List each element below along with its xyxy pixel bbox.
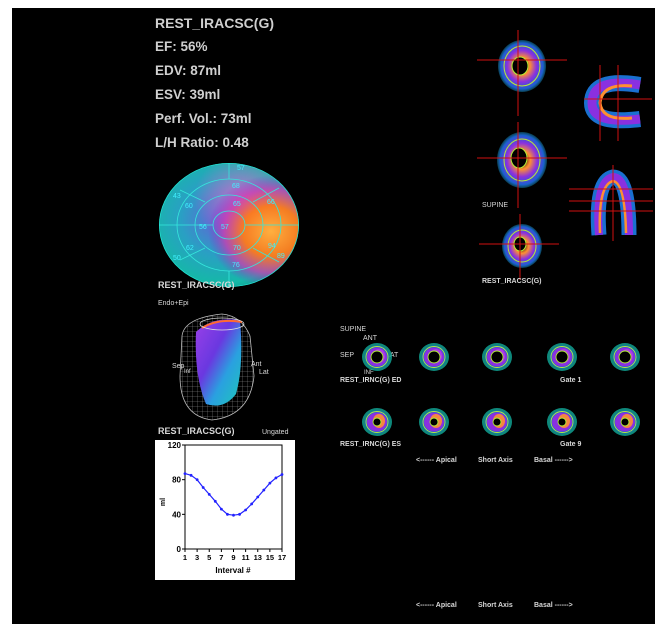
polar-map-caption: REST_IRACSC(G) <box>158 280 235 290</box>
es-slice-thumbnail[interactable] <box>480 405 514 439</box>
segment-value: 66 <box>267 199 275 206</box>
lv-3d-surface[interactable] <box>172 306 292 426</box>
volume-point <box>232 513 235 517</box>
short-axis-view-mid[interactable] <box>472 120 572 210</box>
segment-value: 89 <box>277 253 285 260</box>
volume-point <box>244 508 248 512</box>
x-tick-label: 7 <box>219 553 223 562</box>
x-tick-label: 5 <box>207 553 211 562</box>
label-sep: Sep <box>172 363 185 370</box>
strip-basal-label: Basal ------> <box>534 457 573 464</box>
lh-ratio-value: L/H Ratio: 0.48 <box>155 135 249 150</box>
strip-supine-label: SUPINE <box>340 326 367 333</box>
volume-point <box>238 512 241 516</box>
es-slice-thumbnail[interactable] <box>360 405 394 439</box>
es-gate-label: Gate 9 <box>560 441 582 448</box>
strip-short-axis-label: Short Axis <box>478 457 513 464</box>
segment-value: 94 <box>268 243 276 250</box>
volume-point <box>207 493 211 496</box>
volume-point <box>213 499 217 503</box>
segment-value: 68 <box>232 183 240 190</box>
volume-point <box>189 473 193 477</box>
x-tick-label: 1 <box>183 553 187 562</box>
horizontal-long-axis-view[interactable] <box>582 63 654 143</box>
strip-ant-label: ANT <box>363 335 377 342</box>
volume-point <box>183 472 187 475</box>
ed-series-label: REST_IRNC(G) ED <box>340 377 402 384</box>
volume-point <box>250 502 254 506</box>
volume-point <box>219 507 223 511</box>
es-slice-thumbnail[interactable] <box>417 405 451 439</box>
label-ant: Ant <box>251 361 262 368</box>
ed-slice-thumbnail[interactable] <box>480 340 514 374</box>
y-tick-label: 80 <box>172 476 181 485</box>
segment-value: 70 <box>233 245 241 252</box>
polar-map[interactable]: 57 68 65 57 56 43 60 62 50 70 76 94 89 6… <box>155 158 305 288</box>
y-tick-label: 40 <box>172 510 181 519</box>
label-inf: Inf <box>184 369 191 375</box>
x-axis-label: Interval # <box>215 566 251 575</box>
es-series-label: REST_IRNC(G) ES <box>340 441 402 448</box>
study-title: REST_IRACSC(G) <box>155 15 275 31</box>
segment-value: 65 <box>233 201 241 208</box>
segment-value: 76 <box>232 262 240 269</box>
strip-sep-label: SEP <box>340 352 355 359</box>
x-tick-label: 15 <box>266 553 274 562</box>
segment-value: 50 <box>173 255 181 262</box>
supine-label: SUPINE <box>482 202 509 209</box>
volume-point <box>195 478 199 482</box>
segment-value: 60 <box>185 203 193 210</box>
vertical-long-axis-view[interactable] <box>567 163 655 243</box>
volume-point <box>274 476 278 480</box>
segment-value: 43 <box>173 193 181 200</box>
ef-value: EF: 56% <box>155 39 208 54</box>
footer-short-axis-label: Short Axis <box>478 602 513 609</box>
perf-vol-value: Perf. Vol.: 73ml <box>155 111 252 126</box>
ed-slice-thumbnail[interactable] <box>608 340 642 374</box>
edv-value: EDV: 87ml <box>155 63 222 78</box>
x-tick-label: 17 <box>278 553 286 562</box>
strip-apical-label: <------ Apical <box>416 457 457 464</box>
volume-point <box>268 481 272 485</box>
volume-point <box>256 495 260 499</box>
strip-lat-label: LAT <box>386 352 399 359</box>
volume-point <box>262 488 266 492</box>
ed-slice-thumbnail[interactable] <box>417 340 451 374</box>
footer-basal-label: Basal ------> <box>534 602 573 609</box>
footer-apical-label: <------ Apical <box>416 602 457 609</box>
es-slice-thumbnail[interactable] <box>608 405 642 439</box>
short-axis-view-bottom[interactable] <box>474 212 564 282</box>
short-axis-view-top[interactable] <box>472 28 572 118</box>
y-tick-label: 120 <box>168 441 182 450</box>
volume-point <box>280 473 284 476</box>
ed-gate-label: Gate 1 <box>560 377 582 384</box>
viewer-screen: REST_IRACSC(G) EF: 56% EDV: 87ml ESV: 39… <box>12 8 655 624</box>
segment-value: 62 <box>186 245 194 252</box>
ed-slice-thumbnail[interactable] <box>545 340 579 374</box>
x-tick-label: 11 <box>242 553 250 562</box>
strip-inf-label: INF <box>364 370 374 376</box>
surface-mode-label: Endo+Epi <box>158 300 189 307</box>
label-lat: Lat <box>259 369 269 376</box>
segment-value: 57 <box>221 224 229 231</box>
esv-value: ESV: 39ml <box>155 87 221 102</box>
x-tick-label: 9 <box>231 553 235 562</box>
es-slice-thumbnail[interactable] <box>545 405 579 439</box>
x-tick-label: 3 <box>195 553 199 562</box>
orthogonal-caption: REST_IRACSC(G) <box>482 278 542 285</box>
y-axis-label: ml <box>160 498 167 506</box>
surface-caption: REST_IRACSC(G) <box>158 426 235 436</box>
ed-slice-thumbnail[interactable] <box>360 340 394 374</box>
volume-point <box>226 512 229 516</box>
segment-value: 56 <box>199 224 207 231</box>
volume-point <box>201 486 205 489</box>
x-tick-label: 13 <box>254 553 262 562</box>
y-tick-label: 0 <box>177 545 182 554</box>
segment-value: 57 <box>237 165 245 172</box>
surface-state: Ungated <box>262 429 289 436</box>
